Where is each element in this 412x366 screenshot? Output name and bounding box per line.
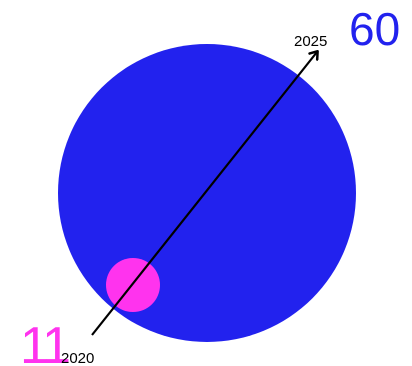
year-label-2025: 2025 xyxy=(294,33,327,50)
value-label-2025: 60 xyxy=(349,3,400,55)
year-label-2020: 2020 xyxy=(61,350,94,366)
bubble-2025 xyxy=(58,44,356,342)
value-label-2020: 11 xyxy=(20,317,69,366)
growth-arrow xyxy=(91,52,317,336)
